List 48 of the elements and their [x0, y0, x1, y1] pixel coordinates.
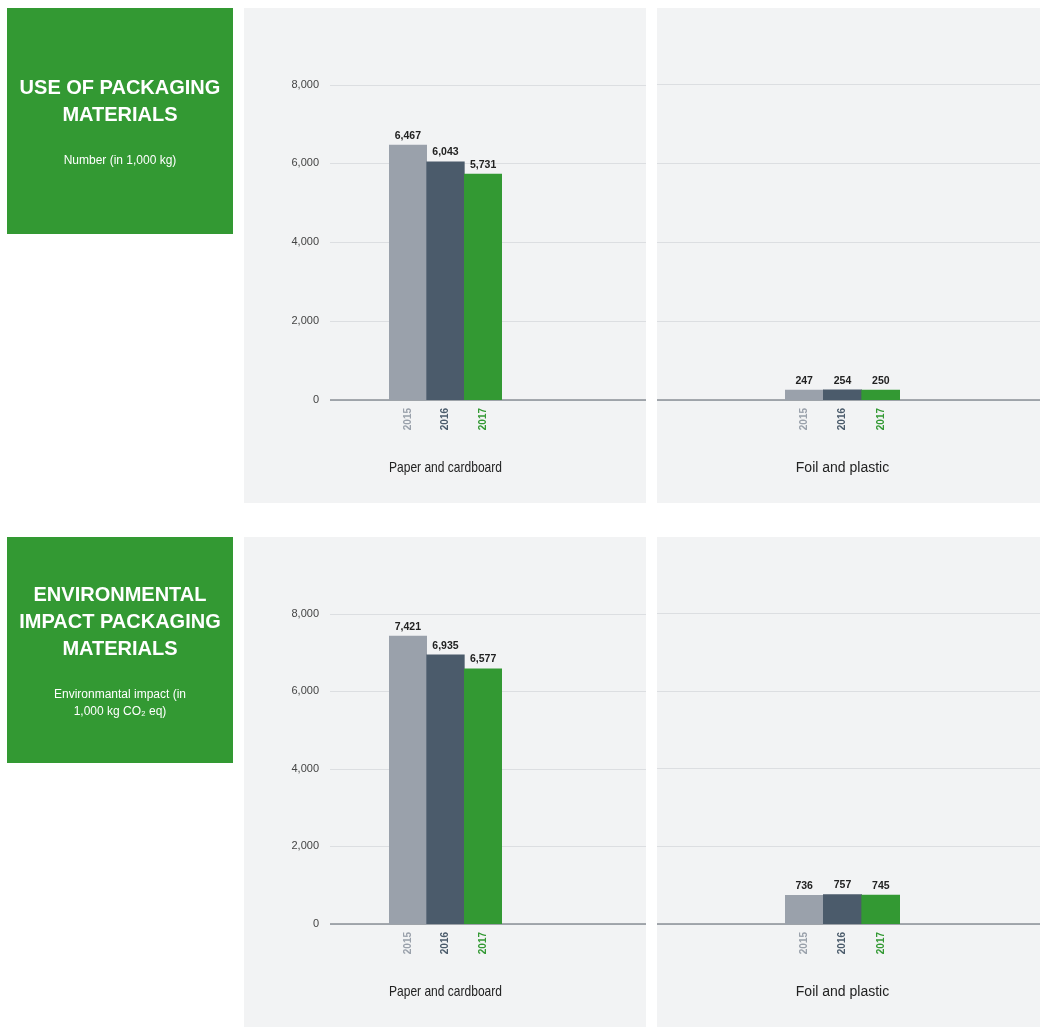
data-label: 254	[833, 373, 852, 386]
x-tick-label: 2016	[836, 931, 848, 955]
data-label: 6,467	[394, 128, 422, 141]
x-axis-title: Paper and cardboard	[389, 983, 502, 1000]
data-label: 7,421	[394, 619, 422, 632]
x-tick-label: 2017	[874, 407, 886, 431]
bar	[426, 161, 465, 400]
bar	[464, 173, 502, 400]
y-tick-label: 0	[312, 392, 319, 405]
y-tick-label: 4,000	[291, 761, 319, 774]
data-label: 757	[833, 878, 852, 891]
y-tick-label: 8,000	[291, 606, 319, 619]
data-label: 736	[795, 878, 814, 891]
bar	[464, 668, 502, 924]
data-label: 6,577	[470, 652, 497, 665]
data-label: 5,731	[470, 157, 497, 170]
x-tick-label: 2015	[797, 407, 809, 431]
bar	[389, 144, 427, 400]
y-tick-label: 2,000	[291, 839, 319, 852]
x-axis-title: Foil and plastic	[795, 459, 890, 476]
data-label: 745	[872, 878, 890, 891]
data-label: 6,935	[432, 638, 459, 651]
x-tick-label: 2017	[874, 931, 886, 955]
y-tick-label: 0	[312, 916, 319, 929]
data-label: 250	[872, 373, 890, 386]
y-tick-label: 8,000	[291, 77, 319, 90]
y-tick-label: 6,000	[291, 156, 319, 169]
x-tick-label: 2015	[401, 407, 413, 431]
x-tick-label: 2016	[439, 407, 451, 431]
y-tick-label: 6,000	[291, 684, 319, 697]
text: USE OF PACKAGING MATERIALS	[18, 74, 222, 127]
y-tick-label: 4,000	[291, 235, 319, 248]
x-tick-label: 2015	[401, 931, 413, 955]
x-axis-title: Paper and cardboard	[389, 459, 502, 476]
text: ENVIRONMENTAL IMPACT PACKAGING MATERIALS	[18, 581, 222, 661]
text: Environmantal impact (in 1,000 kg CO₂ eq)	[52, 685, 188, 720]
x-axis-title: Foil and plastic	[795, 983, 890, 1000]
bar	[389, 635, 427, 924]
x-tick-label: 2016	[836, 407, 848, 431]
x-tick-label: 2017	[476, 931, 488, 955]
x-tick-label: 2015	[797, 931, 809, 955]
data-label: 6,043	[432, 145, 459, 158]
y-tick-label: 2,000	[291, 314, 319, 327]
bar	[426, 654, 465, 924]
x-tick-label: 2016	[439, 931, 451, 955]
x-tick-label: 2017	[476, 407, 488, 431]
data-label: 247	[795, 373, 814, 386]
text: Number (in 1,000 kg)	[63, 151, 177, 169]
